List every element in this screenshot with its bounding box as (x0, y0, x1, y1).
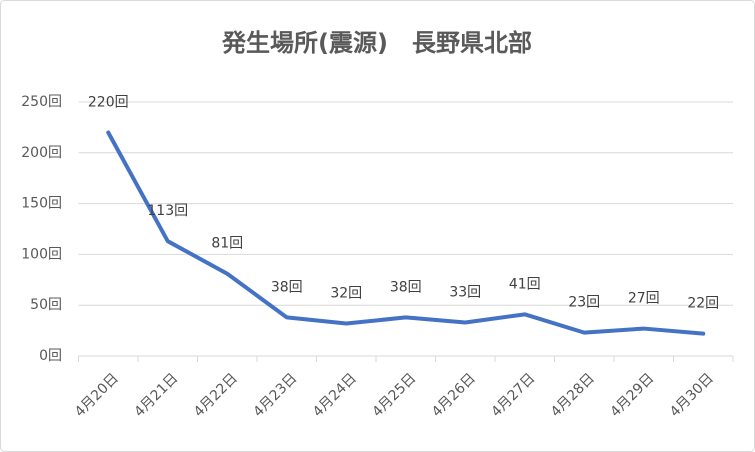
data-label: 27回 (628, 291, 660, 307)
y-tick-label: 0回 (39, 348, 62, 364)
data-label: 38回 (390, 279, 422, 295)
data-label: 33回 (449, 284, 481, 300)
chart-title: 発生場所(震源) 長野県北部 (221, 29, 532, 57)
y-tick-label: 50回 (30, 297, 62, 313)
y-tick-label: 250回 (21, 94, 62, 110)
data-label: 113回 (147, 203, 188, 219)
data-label: 41回 (509, 276, 541, 292)
data-line (106, 130, 706, 336)
data-label: 23回 (568, 295, 600, 311)
data-label: 32回 (330, 285, 362, 301)
data-label: 22回 (687, 296, 719, 312)
y-tick-label: 100回 (21, 246, 62, 262)
data-label: 38回 (271, 279, 303, 295)
y-tick-label: 150回 (21, 196, 62, 212)
data-label: 81回 (211, 236, 243, 252)
data-label: 220回 (88, 94, 129, 110)
y-tick-label: 200回 (21, 145, 62, 161)
